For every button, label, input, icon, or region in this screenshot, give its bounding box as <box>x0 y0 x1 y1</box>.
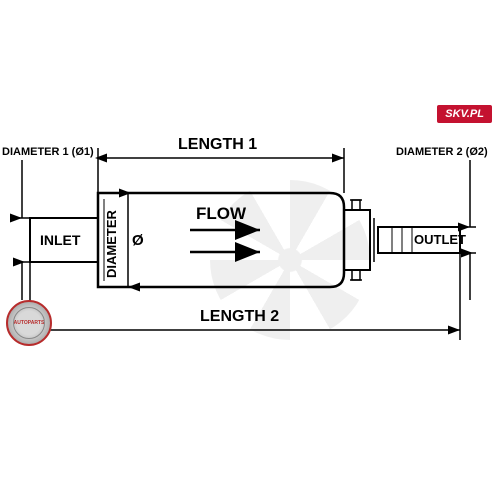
length2-label: LENGTH 2 <box>200 308 279 326</box>
diameter-symbol: Ø <box>132 232 144 249</box>
length1-label: LENGTH 1 <box>178 136 257 154</box>
diameter1-label: DIAMETER 1 (Ø1) <box>2 146 94 158</box>
badge-text: AUTOPARTS <box>14 320 45 326</box>
pump-diagram <box>0 0 500 500</box>
outlet-label: OUTLET <box>414 232 466 247</box>
autoparts-stamp: AUTOPARTS <box>6 300 52 346</box>
diameter-label: DIAMETER <box>104 210 119 278</box>
flow-label: FLOW <box>196 204 246 224</box>
brand-badge: SKV.PL <box>437 105 492 123</box>
diameter2-label: DIAMETER 2 (Ø2) <box>396 146 488 158</box>
inlet-label: INLET <box>40 232 80 248</box>
